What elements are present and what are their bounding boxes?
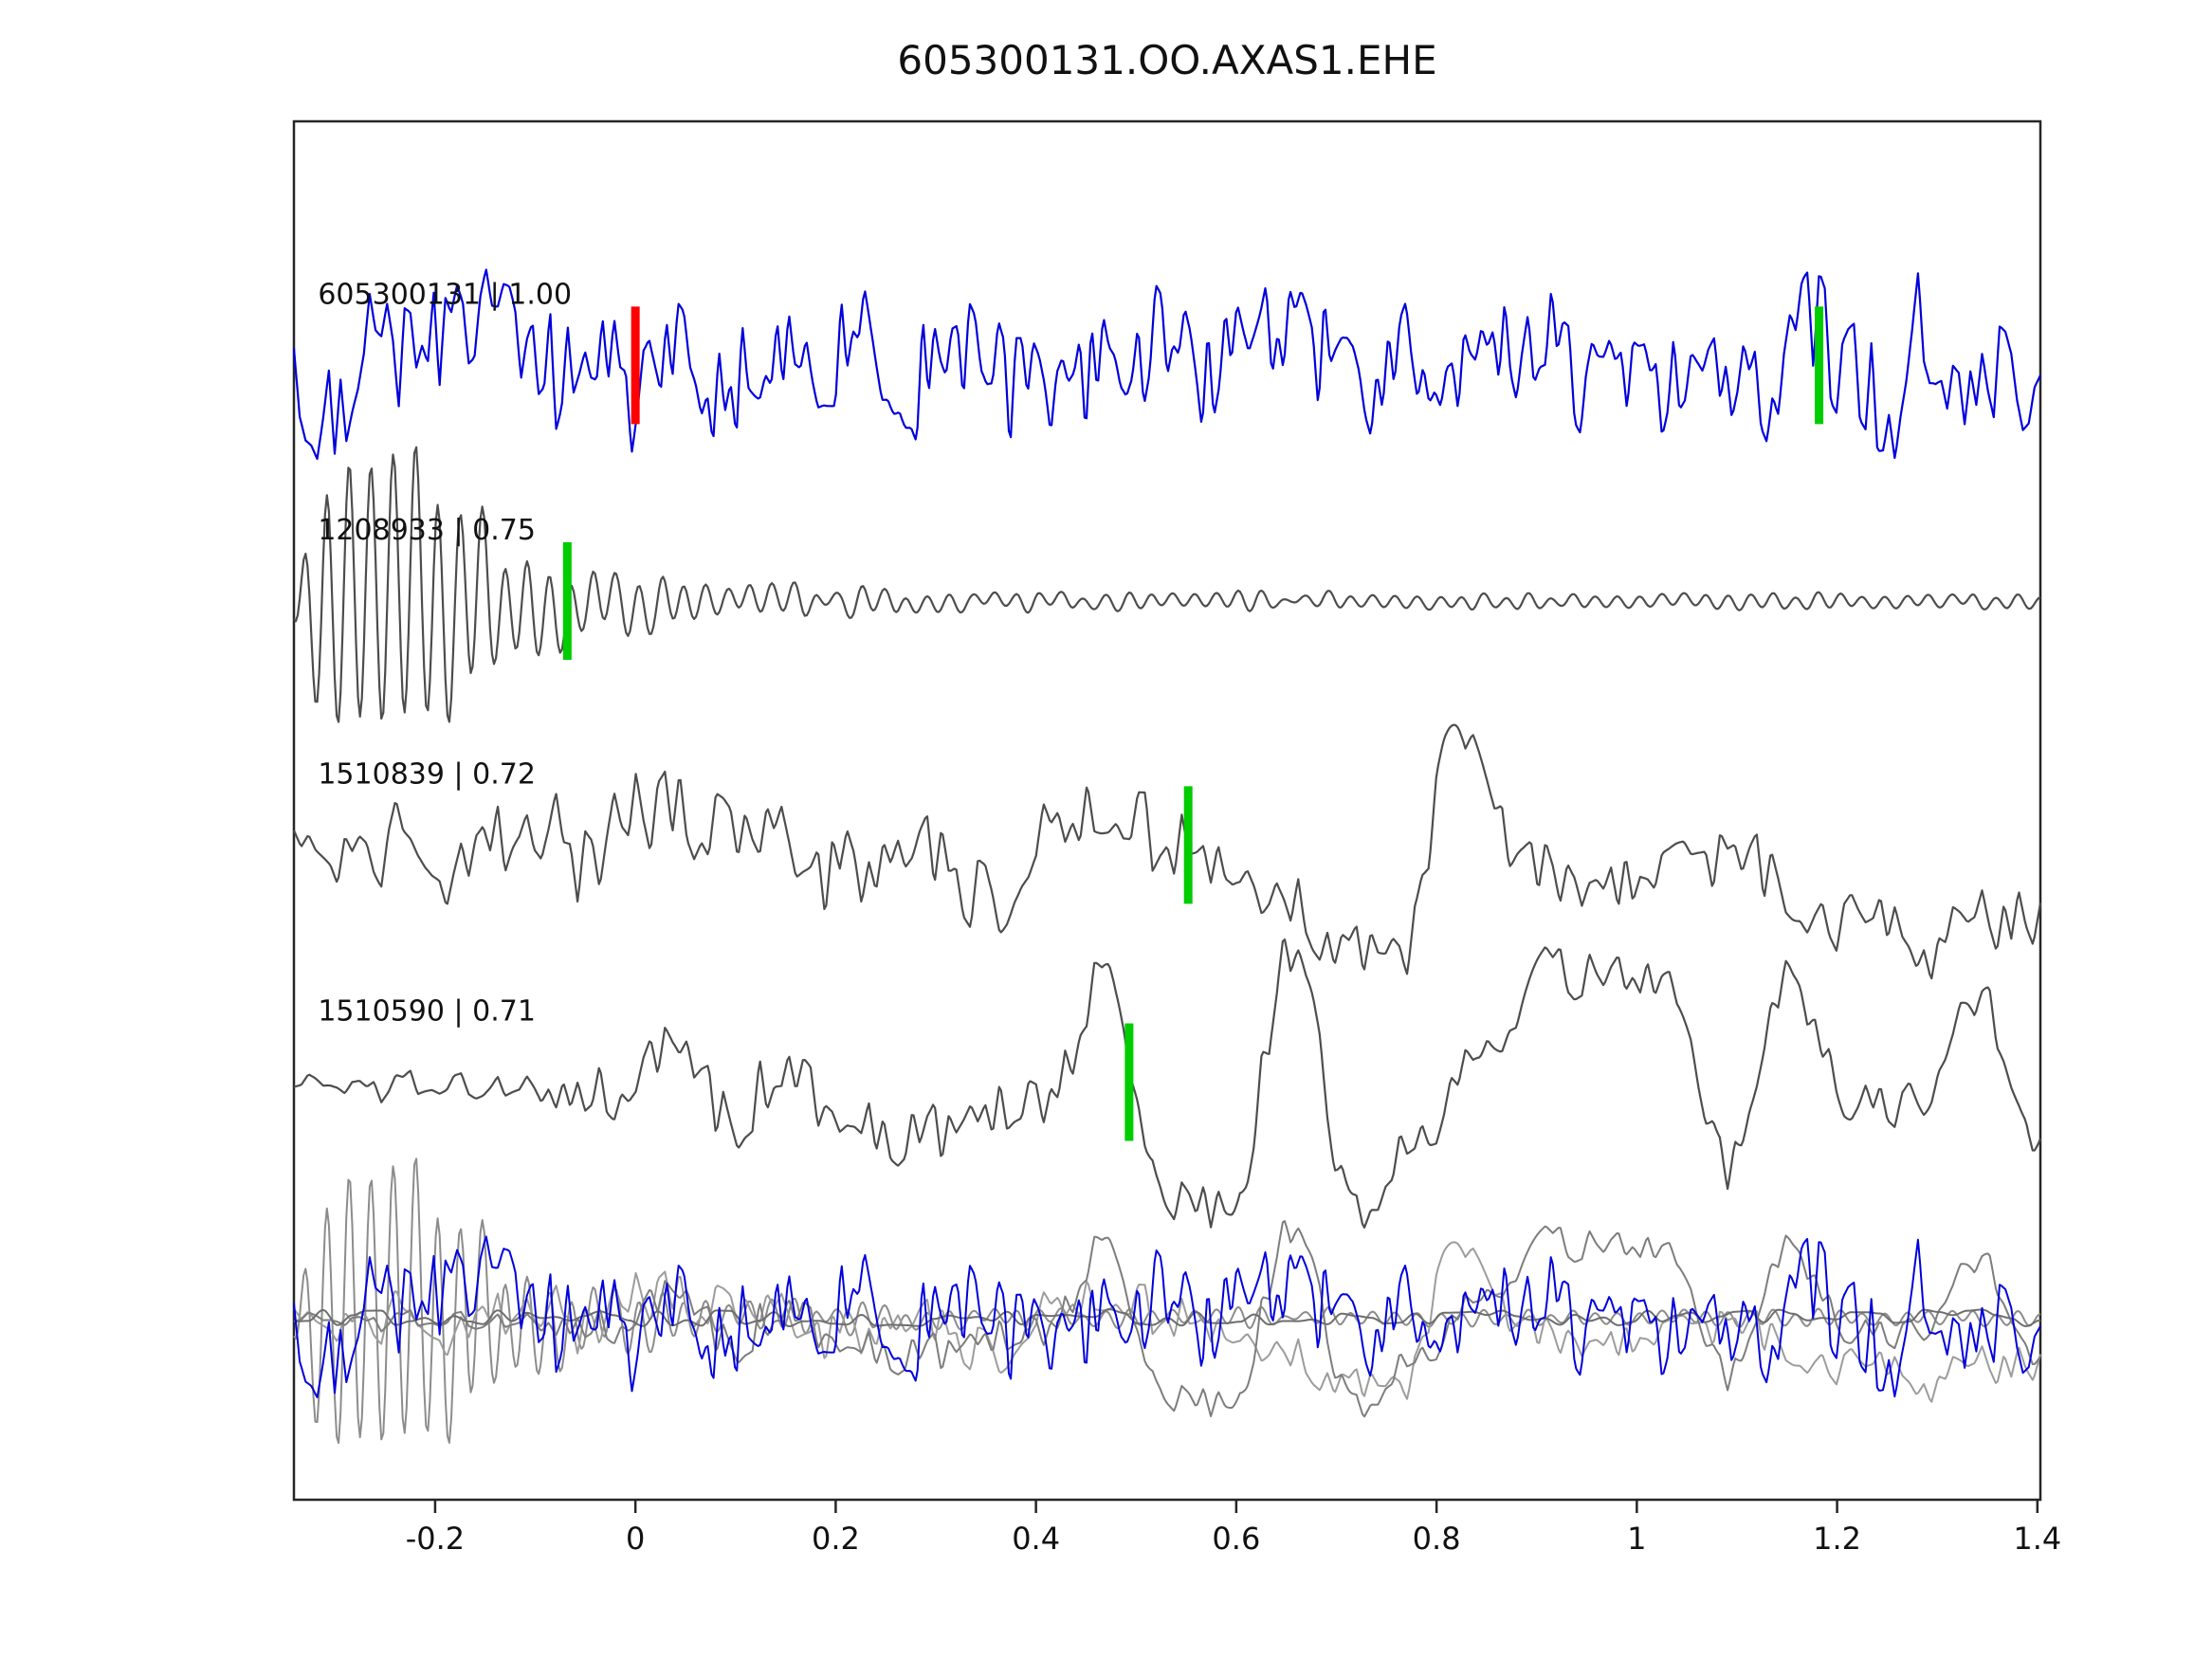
trace-label-1208933: 1208933 | 0.75 <box>318 514 536 547</box>
trace-label-605300131: 605300131 | 1.00 <box>318 278 572 311</box>
traces-layer <box>292 268 2042 1229</box>
markers-layer <box>562 306 1824 1141</box>
chart-title: 605300131.OO.AXAS1.EHE <box>897 37 1436 83</box>
x-tick-label: 1 <box>1627 1521 1646 1557</box>
trace-label-1510590: 1510590 | 0.71 <box>318 994 536 1028</box>
trace-1208933 <box>293 446 2041 723</box>
x-tick-label: 0.2 <box>812 1521 860 1557</box>
x-tick-label: 1.4 <box>2013 1521 2061 1557</box>
overlay-1208933 <box>293 1158 2041 1445</box>
x-tick-label: 0.8 <box>1413 1521 1461 1557</box>
plot-border <box>292 119 2042 1502</box>
x-tick-label: -0.2 <box>406 1521 465 1557</box>
overlay-605300131 <box>293 1235 2041 1398</box>
axes-layer: -0.2 0 0.2 0.4 0.6 0.8 1 1.2 1.4 <box>292 119 2061 1557</box>
overlay-1510590 <box>293 1220 2041 1418</box>
trace-1510839 <box>292 723 2042 980</box>
labels-layer: 605300131 | 1.00 1208933 | 0.75 1510839 | … <box>318 278 572 1028</box>
x-tick-label: 1.2 <box>1813 1521 1861 1557</box>
x-tick-label: 0 <box>626 1521 645 1557</box>
overlay-layer <box>293 1158 2041 1445</box>
x-tick-label: 0.6 <box>1212 1521 1260 1557</box>
trace-1510590 <box>293 938 2042 1229</box>
trace-605300131 <box>292 268 2041 461</box>
trace-label-1510839: 1510839 | 0.72 <box>318 757 536 791</box>
x-tick-label: 0.4 <box>1012 1521 1060 1557</box>
